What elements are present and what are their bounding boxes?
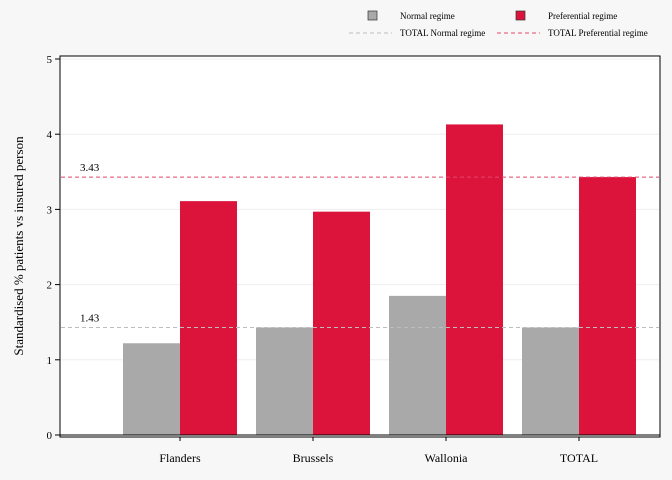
bar-normal-regime-brussels: [256, 327, 313, 435]
reference-line-label: 1.43: [80, 312, 100, 324]
bar-preferential-regime-brussels: [313, 211, 370, 435]
y-axis-title: Standardised % patients vs insured perso…: [11, 136, 26, 356]
bar-preferential-regime-wallonia: [446, 124, 503, 435]
y-tick-label: 5: [47, 54, 53, 66]
bar-normal-regime-total: [522, 327, 579, 435]
y-axis: 0 1 2 3 4 5: [47, 54, 60, 442]
legend-swatch: [515, 10, 526, 21]
y-tick-label: 2: [47, 280, 53, 292]
x-axis: Flanders Brussels Wallonia TOTAL: [60, 434, 660, 465]
x-tick-label: Brussels: [293, 451, 334, 465]
bar-normal-regime-flanders: [123, 343, 180, 435]
legend: Normal regime Preferential regime TOTAL No…: [349, 10, 648, 38]
legend-swatch: [367, 10, 378, 21]
bar-normal-regime-wallonia: [389, 295, 446, 435]
x-tick-label: Flanders: [159, 451, 201, 465]
legend-label: TOTAL Normal regime: [400, 28, 485, 38]
legend-label: TOTAL Preferential regime: [548, 28, 648, 38]
legend-label: Normal regime: [400, 11, 455, 21]
y-tick-label: 1: [47, 355, 53, 367]
y-tick-label: 4: [47, 129, 53, 141]
reference-line-label: 3.43: [80, 162, 100, 174]
y-tick-label: 0: [47, 430, 53, 442]
bar-preferential-regime-flanders: [180, 201, 237, 435]
bar-preferential-regime-total: [579, 177, 636, 435]
bars: [123, 124, 636, 435]
x-tick-label: TOTAL: [560, 451, 598, 465]
reference-lines: 1.43 3.43: [61, 162, 659, 328]
y-tick-label: 3: [47, 204, 53, 216]
legend-label: Preferential regime: [548, 11, 617, 21]
x-tick-label: Wallonia: [424, 451, 468, 465]
